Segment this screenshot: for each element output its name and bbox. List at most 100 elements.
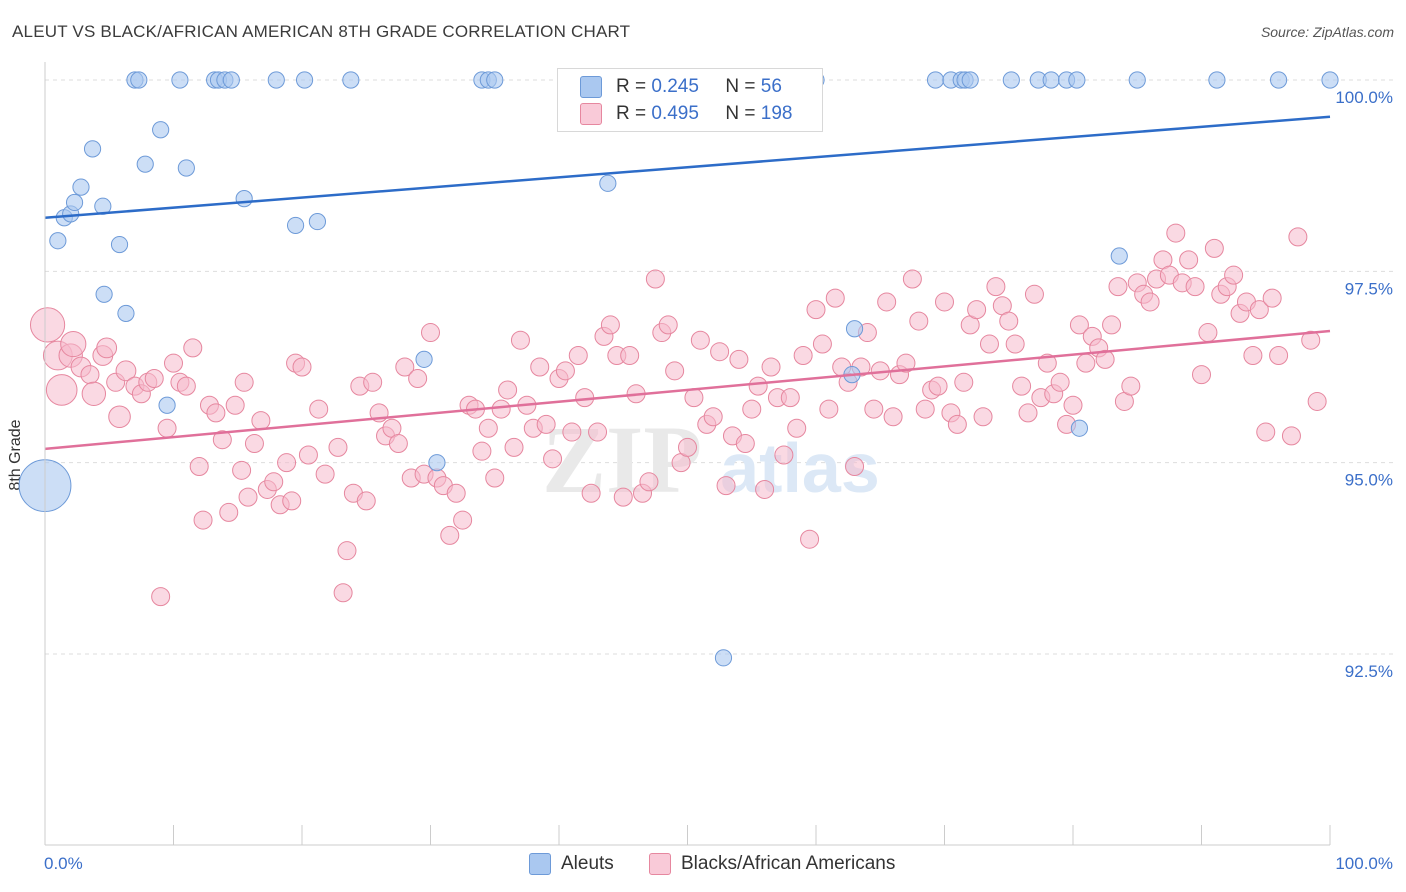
data-point-blacks [1063, 395, 1083, 415]
data-point-blacks [60, 330, 87, 358]
data-point-blacks [440, 525, 460, 545]
data-point-blacks [453, 510, 473, 530]
data-point-aleuts [267, 71, 285, 89]
data-point-blacks [562, 422, 582, 442]
legend-label-aleuts: Aleuts [561, 853, 614, 874]
data-point-aleuts [152, 121, 170, 139]
data-point-blacks [973, 407, 993, 427]
data-point-blacks [902, 269, 922, 289]
data-point-blacks [620, 346, 640, 366]
data-point-aleuts [845, 320, 864, 338]
data-point-blacks [954, 372, 974, 392]
data-point-aleuts [1068, 71, 1086, 89]
data-point-blacks [510, 330, 530, 350]
data-point-blacks [292, 357, 312, 377]
data-point-blacks [678, 437, 697, 457]
data-point-blacks [96, 337, 118, 359]
trend-line-aleuts [44, 115, 1331, 220]
data-point-aleuts [714, 649, 733, 667]
data-point-blacks [45, 374, 78, 406]
data-point-aleuts [110, 235, 129, 254]
bottom-legend-aleuts[interactable]: Aleuts [529, 851, 614, 877]
y-tick-labels: 92.5% 95.0% 97.5% 100.0% [1335, 88, 1393, 681]
data-point-aleuts [1002, 71, 1020, 89]
legend-swatch-blacks [580, 103, 602, 125]
data-point-blacks [1224, 265, 1244, 285]
data-point-blacks [748, 376, 768, 396]
data-point-blacks [446, 483, 466, 503]
data-point-blacks [363, 372, 383, 392]
data-point-aleuts [65, 193, 84, 212]
data-point-blacks [251, 411, 271, 431]
data-point-aleuts [83, 140, 102, 158]
data-point-blacks [1288, 227, 1308, 247]
data-point-blacks [774, 445, 794, 465]
trend-line-blacks [44, 329, 1331, 451]
data-point-blacks [967, 300, 987, 320]
data-point-blacks [1108, 277, 1128, 297]
data-point-blacks [1037, 353, 1057, 373]
data-point-blacks [1095, 349, 1115, 369]
data-point-blacks [735, 434, 755, 454]
data-point-blacks [1192, 365, 1211, 385]
data-point-blacks [1012, 376, 1032, 396]
data-point-blacks [1166, 223, 1186, 243]
legend-row-aleuts: R = 0.245 N = 56 [558, 75, 782, 99]
data-point-blacks [896, 353, 916, 373]
data-point-blacks [193, 510, 213, 530]
data-point-aleuts [599, 174, 617, 192]
data-point-blacks [530, 357, 550, 377]
axes [44, 62, 1331, 846]
data-point-blacks [1179, 250, 1199, 270]
data-point-aleuts [49, 232, 67, 250]
data-point-blacks [1140, 292, 1160, 312]
data-point-blacks [29, 307, 66, 343]
data-point-blacks [1005, 334, 1025, 354]
data-point-blacks [793, 346, 813, 366]
data-point-blacks [219, 502, 239, 522]
data-point-blacks [164, 353, 183, 373]
data-point-blacks [780, 388, 800, 408]
data-point-aleuts [117, 304, 135, 323]
data-point-blacks [986, 277, 1006, 297]
data-point-blacks [864, 399, 884, 419]
data-point-blacks [144, 368, 164, 388]
data-point-blacks [639, 472, 659, 492]
data-point-blacks [1262, 288, 1282, 308]
data-point-aleuts [486, 71, 504, 89]
data-point-aleuts [415, 350, 433, 368]
data-point-blacks [151, 587, 171, 607]
data-point-blacks [684, 388, 704, 408]
data-point-blacks [742, 399, 762, 419]
legend-n-value: 198 [760, 103, 793, 124]
data-point-blacks [309, 399, 329, 419]
y-tick-label: 100.0% [1335, 88, 1393, 107]
legend-n-label: N = [725, 76, 756, 97]
data-point-blacks [183, 338, 203, 358]
trend-lines [44, 115, 1331, 451]
data-point-blacks [421, 323, 440, 343]
data-point-aleuts [926, 71, 945, 89]
data-point-aleuts [1070, 419, 1089, 437]
bottom-legend-blacks[interactable]: Blacks/African Americans [649, 851, 895, 877]
data-point-blacks [328, 437, 348, 457]
data-point-blacks [825, 288, 845, 308]
data-point-blacks [1243, 346, 1263, 366]
data-point-aleuts [177, 159, 195, 177]
data-point-blacks [1281, 426, 1301, 446]
data-point-blacks [845, 456, 865, 476]
data-point-aleuts [428, 454, 446, 472]
data-point-blacks [909, 311, 929, 331]
data-point-blacks [81, 381, 107, 406]
data-point-blacks [883, 407, 903, 427]
data-point-blacks [761, 357, 781, 377]
data-point-blacks [1121, 376, 1141, 396]
source-label: Source: ZipAtlas.com [1260, 24, 1394, 40]
data-point-blacks [504, 437, 524, 457]
data-point-aleuts [1208, 71, 1226, 89]
data-point-blacks [212, 430, 232, 450]
data-point-blacks [947, 414, 967, 434]
gridlines [45, 79, 1395, 655]
data-point-aleuts [342, 71, 360, 89]
